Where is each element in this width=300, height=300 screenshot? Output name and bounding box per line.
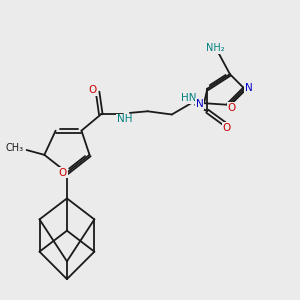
Text: O: O bbox=[88, 85, 97, 95]
Text: O: O bbox=[223, 123, 231, 133]
Text: CH₃: CH₃ bbox=[5, 143, 23, 153]
Text: NH: NH bbox=[117, 114, 133, 124]
Text: HN: HN bbox=[181, 93, 197, 103]
Text: N: N bbox=[245, 83, 253, 93]
Text: O: O bbox=[58, 168, 67, 178]
Text: O: O bbox=[227, 103, 236, 113]
Text: N: N bbox=[196, 99, 203, 109]
Text: NH₂: NH₂ bbox=[206, 43, 225, 53]
